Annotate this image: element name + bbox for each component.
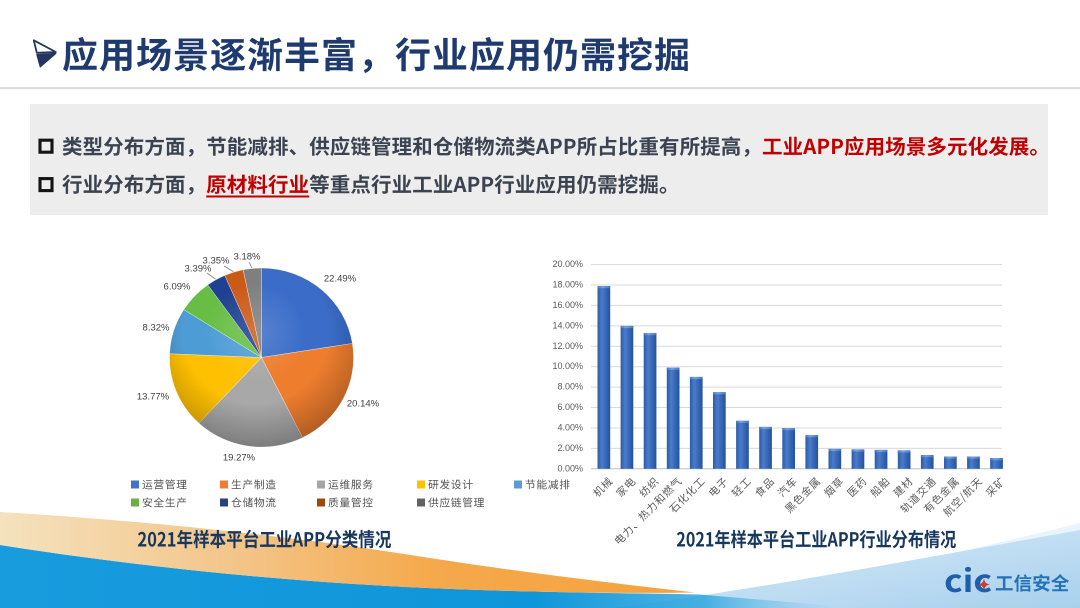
svg-text:2.00%: 2.00%	[557, 443, 583, 453]
svg-text:18.00%: 18.00%	[552, 280, 583, 290]
svg-text:6.00%: 6.00%	[557, 402, 583, 412]
svg-text:3.39%: 3.39%	[185, 264, 212, 275]
svg-text:22.49%: 22.49%	[324, 274, 357, 285]
svg-text:19.27%: 19.27%	[223, 453, 256, 464]
svg-text:3.35%: 3.35%	[203, 256, 230, 267]
svg-text:14.00%: 14.00%	[552, 320, 583, 330]
svg-text:12.00%: 12.00%	[552, 341, 583, 351]
svg-text:16.00%: 16.00%	[552, 300, 583, 310]
svg-text:10.00%: 10.00%	[552, 361, 583, 371]
svg-text:6.09%: 6.09%	[164, 282, 191, 293]
svg-text:13.77%: 13.77%	[137, 392, 170, 403]
svg-text:20.14%: 20.14%	[347, 399, 380, 410]
svg-text:8.00%: 8.00%	[557, 382, 583, 392]
svg-text:4.00%: 4.00%	[557, 423, 583, 433]
svg-text:8.32%: 8.32%	[143, 323, 170, 334]
svg-text:20.00%: 20.00%	[552, 259, 583, 269]
svg-text:3.18%: 3.18%	[234, 252, 261, 263]
svg-text:0.00%: 0.00%	[557, 463, 583, 473]
